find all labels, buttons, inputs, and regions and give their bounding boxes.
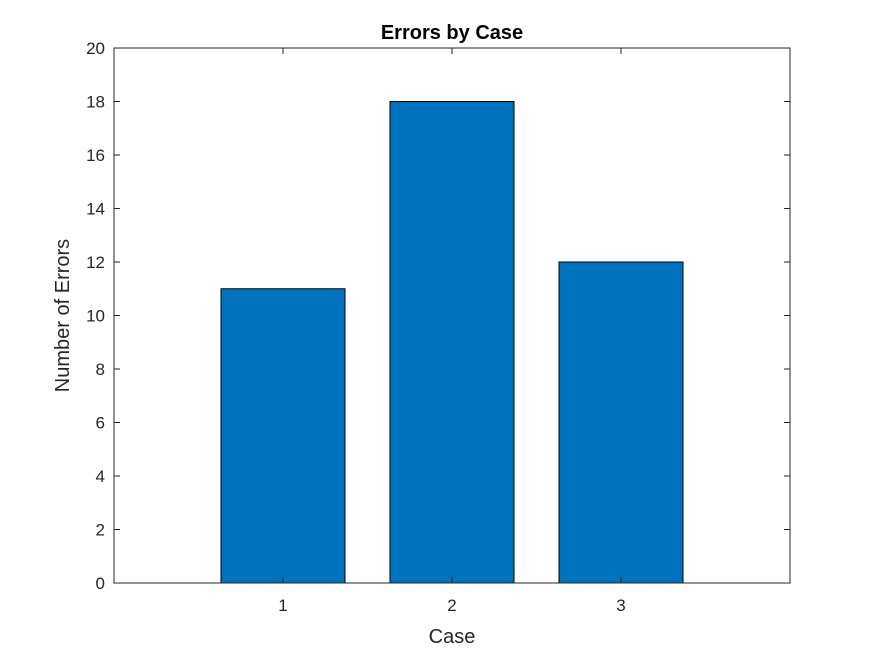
y-tick-label: 0	[96, 574, 105, 593]
y-tick-label: 18	[86, 93, 105, 112]
chart-title: Errors by Case	[381, 22, 523, 44]
x-axis-ticks: 1 2 3	[278, 48, 626, 615]
bar-case-1	[220, 288, 346, 584]
y-tick-label: 20	[86, 39, 105, 58]
y-tick-label: 6	[96, 414, 105, 433]
y-tick-label: 14	[86, 200, 105, 219]
y-axis-ticks: 0 2 4 6 8 10 12 14 16 18 20	[86, 39, 790, 593]
bar-case-3	[558, 261, 684, 584]
y-axis-label: Number of Errors	[52, 239, 74, 392]
bar-case-2	[389, 101, 515, 584]
x-axis-label: Case	[429, 626, 476, 648]
y-tick-label: 4	[96, 467, 105, 486]
x-tick-label: 2	[447, 596, 456, 615]
y-tick-label: 16	[86, 146, 105, 165]
y-tick-label: 2	[96, 521, 105, 540]
y-tick-label: 12	[86, 253, 105, 272]
x-tick-label: 1	[278, 596, 287, 615]
bar-series	[220, 101, 684, 584]
y-tick-label: 8	[96, 360, 105, 379]
y-tick-label: 10	[86, 307, 105, 326]
x-tick-label: 3	[616, 596, 625, 615]
